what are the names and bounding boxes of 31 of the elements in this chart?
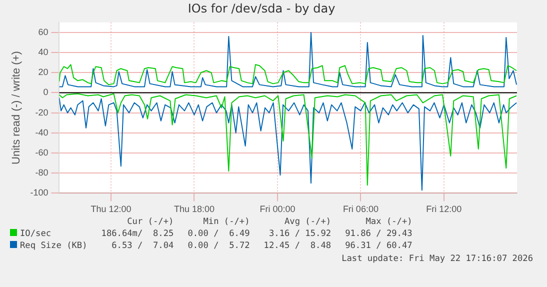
x-tick-label: Fri 06:00 bbox=[342, 204, 378, 214]
text: 186.64m/ 8.25 bbox=[100, 228, 174, 240]
text: 0.00 / 5.72 bbox=[186, 240, 250, 252]
text: 3.16 / 15.92 bbox=[268, 228, 332, 240]
text: 6.53 / 7.04 bbox=[110, 240, 174, 252]
y-axis-title: Units read (-) / write (+) bbox=[10, 51, 23, 164]
text: Cur (-/+) bbox=[126, 216, 174, 228]
text: Last update: Fri May 22 17:16:07 2026 bbox=[342, 254, 533, 264]
text: 96.31 / 60.47 bbox=[344, 240, 412, 252]
text: 0.00 / 6.49 bbox=[186, 228, 250, 240]
text: 91.86 / 29.43 bbox=[344, 228, 412, 240]
text: Min (-/+) bbox=[202, 216, 250, 228]
y-tick-label: -40 bbox=[35, 127, 48, 138]
y-tick-label: 0 bbox=[43, 87, 48, 98]
legend-label: IO/sec bbox=[19, 228, 52, 240]
y-tick-label: 20 bbox=[38, 67, 48, 78]
y-tick-label: -20 bbox=[35, 107, 48, 118]
y-tick-label: 40 bbox=[38, 47, 48, 58]
y-tick-label: -60 bbox=[35, 147, 48, 158]
y-tick-label: -100 bbox=[30, 188, 48, 198]
chart-title: IOs for /dev/sda - by day bbox=[188, 1, 336, 16]
legend-label: Req Size (KB) bbox=[19, 240, 88, 252]
y-tick-label: -80 bbox=[35, 168, 48, 178]
text: 12.45 / 8.48 bbox=[262, 240, 332, 252]
y-tick-label: 60 bbox=[38, 26, 48, 37]
x-tick-label: Thu 12:00 bbox=[90, 204, 132, 214]
x-tick-label: Thu 18:00 bbox=[174, 204, 215, 214]
text: Max (-/+) bbox=[364, 216, 412, 228]
x-tick-label: Fri 00:00 bbox=[260, 204, 296, 214]
x-tick-label: Fri 12:00 bbox=[426, 204, 462, 214]
text: Avg (-/+) bbox=[283, 216, 332, 228]
